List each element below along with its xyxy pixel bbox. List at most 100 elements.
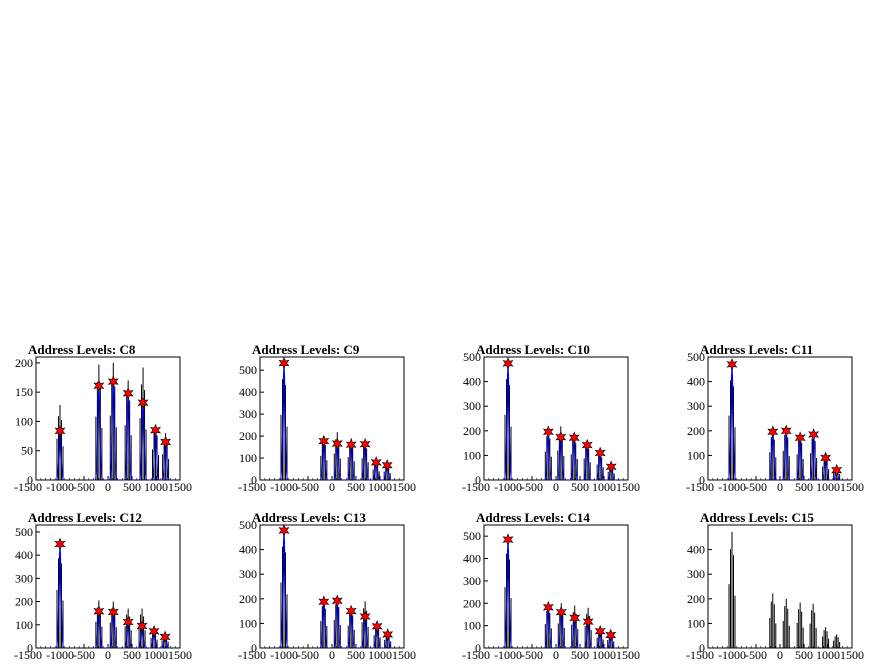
y-tick-label: 100 xyxy=(239,616,257,630)
chart-panel: Address Levels: C12-1500 -1000 -500 0 500 100… xyxy=(14,510,192,662)
x-tick-label: 1000 xyxy=(368,648,392,662)
x-tick-label: 500 xyxy=(123,648,141,662)
x-tick-label: 0 xyxy=(553,480,559,494)
chart-title: Address Levels: C13 xyxy=(252,510,366,525)
chart-title: Address Levels: C14 xyxy=(476,510,590,525)
x-tick-label: 500 xyxy=(571,480,589,494)
chart-panel: Address Levels: C15-1500 -1000 -500 0 500 100… xyxy=(686,510,864,662)
x-tick-label: -1000 xyxy=(718,480,746,494)
y-tick-label: 0 xyxy=(27,473,33,487)
y-tick-label: 0 xyxy=(699,473,705,487)
chart-title: Address Levels: C8 xyxy=(28,342,136,357)
peak-marker xyxy=(502,357,514,370)
peak-markers xyxy=(278,524,394,641)
peak-marker xyxy=(831,463,843,477)
x-tick-label: -1500 xyxy=(462,480,490,494)
y-tick-label: 300 xyxy=(463,399,481,413)
peak-marker xyxy=(581,438,593,452)
x-tick-label: 1000 xyxy=(144,648,168,662)
peak-marker xyxy=(318,434,330,448)
x-tick-label: 1000 xyxy=(368,480,392,494)
chart-panel: Address Levels: C11-1500 -1000 -500 0 500 100… xyxy=(686,342,864,494)
x-tick-label: -1500 xyxy=(14,480,42,494)
y-tick-label: 200 xyxy=(687,592,705,606)
x-tick-label: 1500 xyxy=(392,480,416,494)
y-tick-label: 500 xyxy=(239,518,257,532)
peak-marker xyxy=(594,446,606,460)
peak-markers xyxy=(502,357,617,474)
x-tick-label: 1500 xyxy=(168,648,192,662)
peak-marker xyxy=(370,456,382,469)
y-tick-label: 400 xyxy=(687,543,705,557)
y-tick-label: 0 xyxy=(251,641,257,655)
x-tick-label: -500 xyxy=(521,480,543,494)
y-tick-label: 400 xyxy=(463,375,481,389)
x-tick-label: 0 xyxy=(329,480,335,494)
peak-marker xyxy=(107,605,119,619)
x-tick-label: -1000 xyxy=(270,480,298,494)
peak-marker xyxy=(820,451,832,465)
x-tick-label: -500 xyxy=(745,480,767,494)
peak-marker xyxy=(345,438,357,451)
x-tick-label: -500 xyxy=(745,648,767,662)
y-tick-label: 100 xyxy=(687,448,705,462)
chart-title: Address Levels: C9 xyxy=(252,342,360,357)
y-tick-label: 500 xyxy=(687,350,705,364)
peak-marker xyxy=(542,600,554,614)
y-tick-label: 300 xyxy=(239,567,257,581)
y-tick-label: 200 xyxy=(15,595,33,609)
x-tick-label: 500 xyxy=(571,648,589,662)
chart-panel: Address Levels: C9-1500 -1000 -500 0 500 1000… xyxy=(238,342,416,494)
y-tick-label: 300 xyxy=(463,574,481,588)
x-tick-label: 1000 xyxy=(592,648,616,662)
y-tick-label: 200 xyxy=(239,592,257,606)
x-tick-label: -500 xyxy=(297,648,319,662)
peak-marker xyxy=(122,387,134,400)
peak-marker xyxy=(159,630,171,644)
x-tick-label: 0 xyxy=(777,648,783,662)
x-tick-label: 1500 xyxy=(168,480,192,494)
x-tick-label: -1000 xyxy=(494,648,522,662)
y-tick-label: 300 xyxy=(239,407,257,421)
peak-marker xyxy=(605,628,617,642)
x-tick-label: 0 xyxy=(105,648,111,662)
peak-marker xyxy=(136,619,148,633)
peak-marker xyxy=(278,356,290,370)
x-tick-label: -1000 xyxy=(718,648,746,662)
peak-markers xyxy=(54,375,172,449)
peak-marker xyxy=(107,375,119,388)
y-tick-label: 300 xyxy=(15,571,33,585)
peak-marker xyxy=(808,428,820,441)
y-tick-label: 300 xyxy=(687,399,705,413)
peak-marker xyxy=(359,437,371,451)
peak-marker xyxy=(137,396,149,409)
x-tick-label: -500 xyxy=(73,648,95,662)
y-tick-label: 200 xyxy=(15,356,33,370)
y-tick-label: 100 xyxy=(15,618,33,632)
x-tick-label: 500 xyxy=(347,480,365,494)
fit-series xyxy=(726,364,842,481)
y-tick-label: 400 xyxy=(687,375,705,389)
peak-marker xyxy=(569,611,581,625)
y-tick-label: 0 xyxy=(251,473,257,487)
y-tick-label: 100 xyxy=(687,616,705,630)
x-tick-label: -1500 xyxy=(686,648,714,662)
y-tick-label: 100 xyxy=(463,619,481,633)
plot-frame xyxy=(707,524,853,649)
peak-marker xyxy=(54,537,66,551)
peak-markers xyxy=(54,537,171,644)
x-tick-label: 1500 xyxy=(840,648,864,662)
x-tick-label: -500 xyxy=(297,480,319,494)
y-tick-label: 500 xyxy=(239,363,257,377)
x-tick-label: 500 xyxy=(795,480,813,494)
peak-marker xyxy=(594,624,606,638)
x-tick-label: -1500 xyxy=(14,648,42,662)
chart-title: Address Levels: C12 xyxy=(28,510,142,525)
x-tick-label: 500 xyxy=(795,648,813,662)
x-tick-label: -1000 xyxy=(494,480,522,494)
x-tick-label: -500 xyxy=(521,648,543,662)
peak-marker xyxy=(726,358,738,371)
peak-markers xyxy=(726,358,843,477)
x-tick-label: -1500 xyxy=(238,648,266,662)
